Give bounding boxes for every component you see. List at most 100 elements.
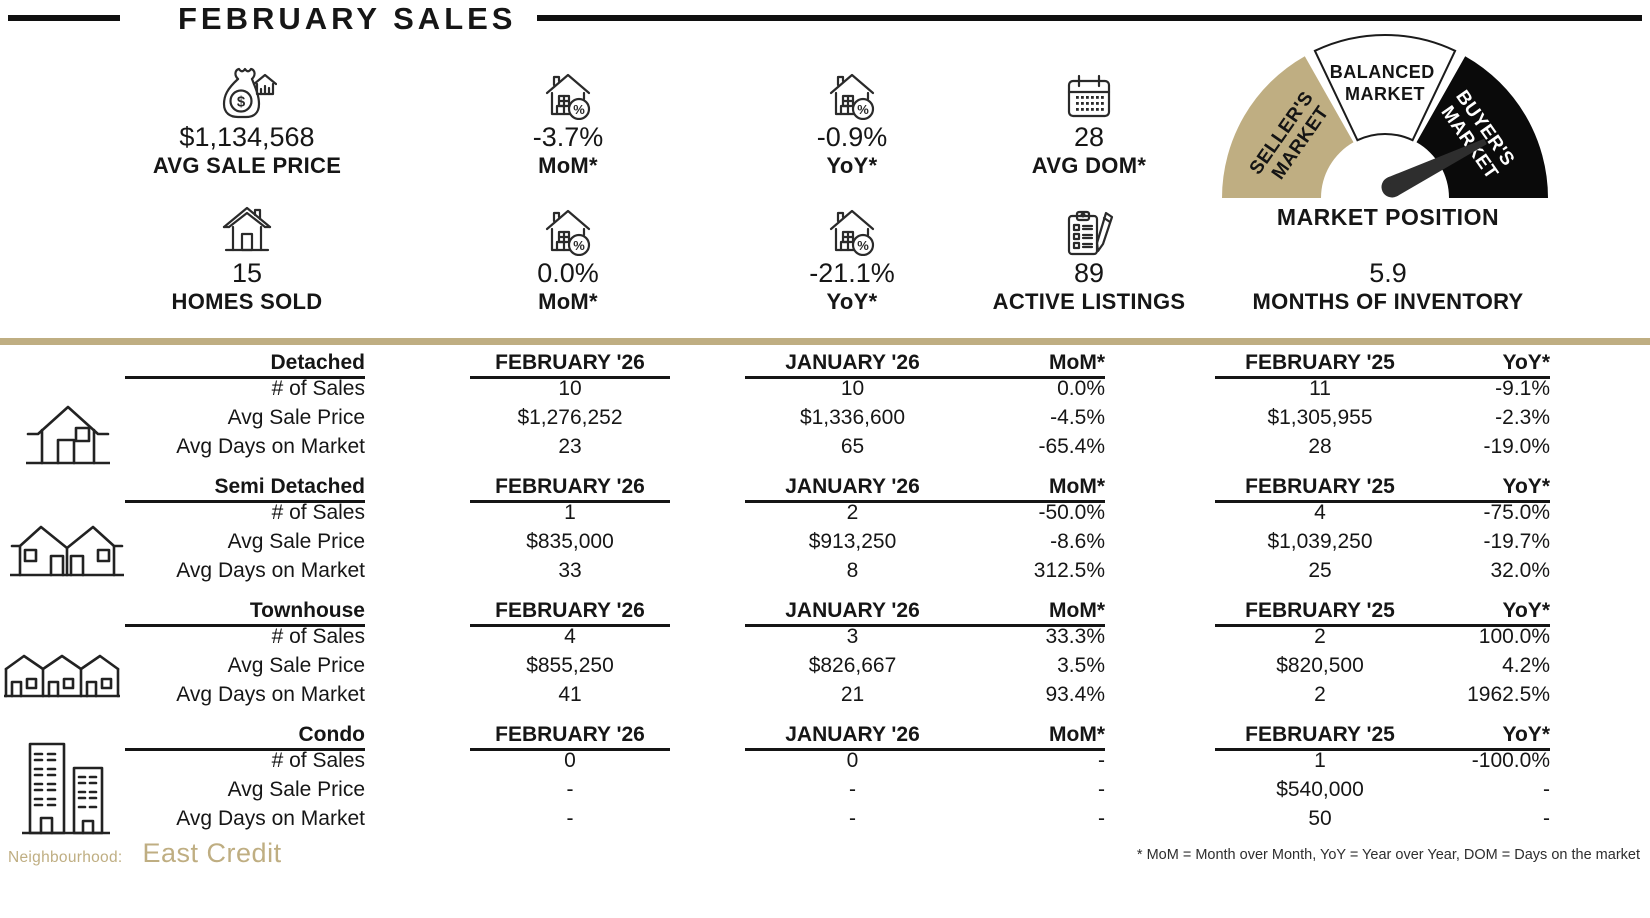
table-row: Avg Sale Price $1,276,252 $1,336,600 -4.… — [0, 406, 1550, 435]
value-year-ago: 2 — [1314, 683, 1326, 706]
value-mom: 312.5% — [1033, 559, 1105, 582]
column-header-current: FEBRUARY '26 — [470, 476, 670, 503]
value-mom: -4.5% — [1050, 406, 1105, 429]
column-header-year-ago: FEBRUARY '25 — [1245, 475, 1395, 498]
stat-sales-yoy: % -21.1% YoY* — [672, 202, 1032, 316]
value-previous: $913,250 — [808, 530, 897, 553]
gauge-segment-balanced — [1313, 33, 1457, 142]
house-percent-icon: % — [545, 66, 591, 120]
page-title: FEBRUARY SALES — [178, 1, 517, 36]
value-yoy: -19.7% — [1483, 530, 1550, 553]
column-header-current: FEBRUARY '26 — [470, 352, 670, 379]
table-section-detached: Detached FEBRUARY '26 JANUARY '26 MoM* F… — [0, 351, 1550, 465]
gauge-title: MARKET POSITION — [1276, 204, 1500, 230]
stat-value: 15 — [231, 258, 263, 288]
value-current: 41 — [558, 683, 582, 706]
row-label: Avg Sale Price — [227, 654, 365, 677]
value-yoy: - — [1543, 807, 1550, 830]
property-type-table: Detached FEBRUARY '26 JANUARY '26 MoM* F… — [0, 352, 1550, 848]
column-header-year-ago: FEBRUARY '25 — [1245, 723, 1395, 746]
stat-value: 89 — [1073, 258, 1105, 288]
stat-label: MONTHS OF INVENTORY — [1252, 289, 1524, 314]
value-year-ago: 2 — [1314, 625, 1326, 648]
value-current: - — [566, 778, 574, 801]
value-previous: 21 — [840, 683, 865, 706]
title-rule-left — [8, 15, 120, 21]
column-header-mom: MoM* — [1049, 599, 1105, 622]
value-previous: $826,667 — [808, 654, 897, 677]
value-year-ago: 4 — [1314, 501, 1326, 524]
table-section-condo: Condo FEBRUARY '26 JANUARY '26 MoM* FEBR… — [0, 724, 1550, 836]
value-current: 1 — [564, 501, 576, 524]
value-current: 23 — [558, 435, 582, 458]
value-year-ago: $1,305,955 — [1267, 406, 1373, 429]
value-year-ago: $540,000 — [1276, 778, 1364, 801]
stat-homes-sold: 15 HOMES SOLD — [67, 202, 427, 316]
section-header-row: Condo FEBRUARY '26 JANUARY '26 MoM* FEBR… — [0, 723, 1550, 751]
section-title: Townhouse — [125, 600, 365, 627]
table-section-townhouse: Townhouse FEBRUARY '26 JANUARY '26 MoM* … — [0, 600, 1550, 712]
row-label: # of Sales — [271, 377, 365, 400]
stat-active-listings: 89 ACTIVE LISTINGS — [909, 202, 1269, 316]
row-label: Avg Days on Market — [176, 559, 365, 582]
value-current: - — [566, 807, 574, 830]
value-current: $835,000 — [526, 530, 614, 553]
value-yoy: 1962.5% — [1467, 683, 1550, 706]
stat-price-mom: % -3.7% MoM* — [388, 66, 748, 180]
table-row: Avg Days on Market 23 65 -65.4% 28 -19.0… — [0, 435, 1550, 464]
title-rule-right — [537, 15, 1642, 21]
value-previous: - — [849, 807, 856, 830]
stat-value: -0.9% — [816, 122, 888, 152]
value-yoy: 4.2% — [1502, 654, 1550, 677]
value-yoy: -100.0% — [1471, 749, 1550, 772]
stat-label: ACTIVE LISTINGS — [992, 289, 1186, 314]
stat-value: 5.9 — [1369, 258, 1407, 288]
stat-label: AVG SALE PRICE — [152, 153, 342, 178]
row-label: Avg Days on Market — [176, 807, 365, 830]
stat-sales-mom: % 0.0% MoM* — [388, 202, 748, 316]
stat-value: 0.0% — [537, 258, 599, 288]
value-mom: -65.4% — [1038, 435, 1105, 458]
value-year-ago: 28 — [1308, 435, 1332, 458]
stat-value: -3.7% — [532, 122, 604, 152]
clipboard-pencil-icon — [1064, 202, 1114, 256]
value-year-ago: 25 — [1308, 559, 1332, 582]
row-label: Avg Sale Price — [227, 530, 365, 553]
column-header-previous: JANUARY '26 — [785, 599, 920, 622]
section-title: Semi Detached — [125, 476, 365, 503]
column-header-mom: MoM* — [1049, 475, 1105, 498]
row-label: Avg Days on Market — [176, 683, 365, 706]
balanced-market-label: BALANCED MARKET — [1330, 62, 1441, 104]
section-header-row: Townhouse FEBRUARY '26 JANUARY '26 MoM* … — [0, 599, 1550, 627]
row-label: # of Sales — [271, 501, 365, 524]
column-header-previous: JANUARY '26 — [785, 351, 920, 374]
stat-label: AVG DOM* — [1031, 153, 1147, 178]
value-previous: - — [849, 778, 856, 801]
column-header-mom: MoM* — [1049, 351, 1105, 374]
stat-label: MoM* — [538, 289, 598, 314]
column-header-yoy: YoY* — [1502, 475, 1550, 498]
table-section-semi-detached: Semi Detached FEBRUARY '26 JANUARY '26 M… — [0, 476, 1550, 588]
value-yoy: 32.0% — [1490, 559, 1550, 582]
stat-label: HOMES SOLD — [171, 289, 323, 314]
stat-avg-dom: 28 AVG DOM* — [909, 66, 1269, 180]
money-bag-house-icon: $ — [217, 66, 277, 120]
house-percent-icon: % — [545, 202, 591, 256]
table-row: # of Sales 1 2 -50.0% 4 -75.0% — [0, 501, 1550, 530]
value-previous: 3 — [846, 625, 859, 648]
value-year-ago: 1 — [1314, 749, 1326, 772]
table-row: # of Sales 0 0 - 1 -100.0% — [0, 749, 1550, 778]
value-mom: 33.3% — [1045, 625, 1105, 648]
value-current: $1,276,252 — [517, 406, 623, 429]
section-header-row: Detached FEBRUARY '26 JANUARY '26 MoM* F… — [0, 351, 1550, 379]
value-mom: 0.0% — [1057, 377, 1105, 400]
value-year-ago: 50 — [1308, 807, 1332, 830]
row-label: # of Sales — [271, 625, 365, 648]
footnote: * MoM = Month over Month, YoY = Year ove… — [1136, 847, 1640, 863]
column-header-current: FEBRUARY '26 — [470, 600, 670, 627]
svg-text:%: % — [857, 102, 869, 117]
svg-text:%: % — [857, 238, 869, 253]
gauge-needle-icon — [1381, 138, 1487, 198]
value-year-ago: 11 — [1309, 377, 1331, 400]
